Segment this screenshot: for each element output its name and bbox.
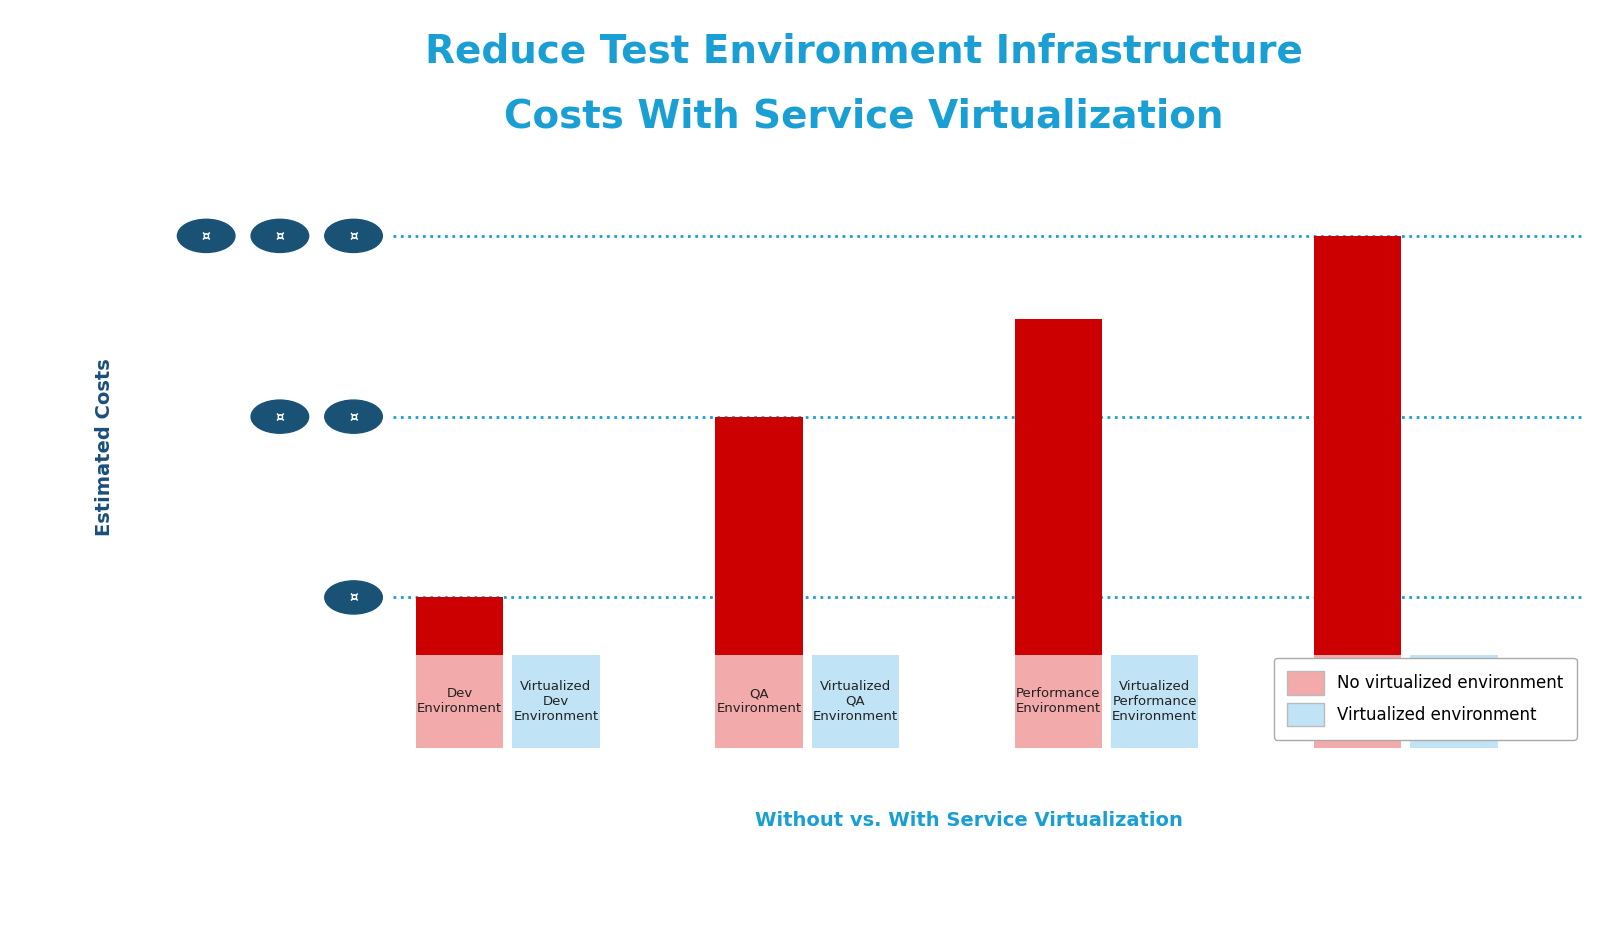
Text: ¤: ¤ <box>202 229 211 243</box>
Bar <box>811 654 899 748</box>
Ellipse shape <box>178 219 235 253</box>
Bar <box>1314 236 1402 654</box>
Text: ¤: ¤ <box>349 591 358 605</box>
Y-axis label: Estimated Costs: Estimated Costs <box>94 358 114 536</box>
Text: UAT
Environment: UAT Environment <box>1315 688 1400 716</box>
Text: ¤: ¤ <box>275 229 285 243</box>
Bar <box>512 654 600 748</box>
Text: Virtualized
QA
Environment: Virtualized QA Environment <box>813 679 898 723</box>
Text: ¤: ¤ <box>349 229 358 243</box>
Bar <box>1014 654 1102 748</box>
Bar <box>416 597 504 654</box>
Text: Virtualized
Dev
Environment: Virtualized Dev Environment <box>514 679 598 723</box>
Text: Reduce Test Environment Infrastructure: Reduce Test Environment Infrastructure <box>426 33 1302 71</box>
Text: Costs With Service Virtualization: Costs With Service Virtualization <box>504 98 1224 136</box>
Ellipse shape <box>325 219 382 253</box>
Ellipse shape <box>325 581 382 614</box>
Bar <box>1014 319 1102 654</box>
Text: Virtualized
Performance
Environment: Virtualized Performance Environment <box>1112 679 1197 723</box>
Text: Performance
Environment: Performance Environment <box>1016 688 1101 716</box>
Bar <box>715 654 803 748</box>
Text: Dev
Environment: Dev Environment <box>418 688 502 716</box>
Text: Virtualized
UAT
Environment: Virtualized UAT Environment <box>1411 679 1496 723</box>
Text: ¤: ¤ <box>349 410 358 424</box>
Bar <box>715 417 803 654</box>
Bar <box>1314 654 1402 748</box>
Text: QA
Environment: QA Environment <box>717 688 802 716</box>
Ellipse shape <box>251 400 309 433</box>
Legend: No virtualized environment, Virtualized environment: No virtualized environment, Virtualized … <box>1274 658 1576 740</box>
Bar <box>1410 654 1498 748</box>
Text: ¤: ¤ <box>275 410 285 424</box>
Bar <box>416 654 504 748</box>
Bar <box>1110 654 1198 748</box>
Ellipse shape <box>325 400 382 433</box>
Ellipse shape <box>251 219 309 253</box>
Text: Without vs. With Service Virtualization: Without vs. With Service Virtualization <box>755 812 1184 830</box>
